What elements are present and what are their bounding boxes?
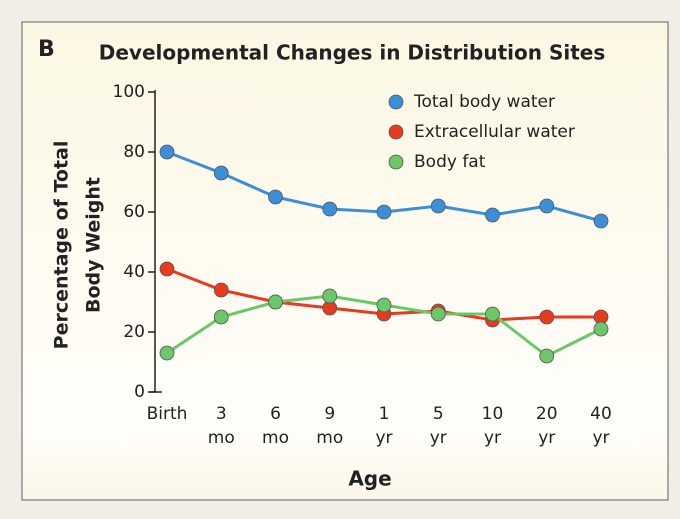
data-point xyxy=(430,306,446,322)
panel-label: B xyxy=(38,37,55,62)
legend-marker xyxy=(388,124,404,140)
x-tick-label-line: mo xyxy=(262,428,289,448)
data-point xyxy=(376,297,392,313)
x-tick-label: Birth xyxy=(147,404,188,424)
data-point xyxy=(159,261,175,277)
x-tick-label-line: 5 xyxy=(433,404,444,424)
x-tick-label-line: 10 xyxy=(482,404,504,424)
data-point xyxy=(213,165,229,181)
x-tick-label-line: mo xyxy=(208,428,235,448)
x-axis-label: Age xyxy=(348,467,391,491)
x-tick-label: 10 yr xyxy=(482,404,504,448)
x-tick-label: 40 yr xyxy=(590,404,612,448)
data-point xyxy=(376,204,392,220)
x-tick-label-line: 40 xyxy=(590,404,612,424)
legend-label: Total body water xyxy=(413,92,555,112)
y-tick-label: 60 xyxy=(123,202,145,222)
y-axis-label-line: Percentage of Total xyxy=(51,141,73,350)
x-tick-label: 5 yr xyxy=(430,404,447,448)
data-point xyxy=(539,198,555,214)
data-point xyxy=(539,348,555,364)
legend-label: Body fat xyxy=(414,152,486,172)
x-tick-label-line: 9 xyxy=(324,404,335,424)
panel xyxy=(21,21,669,501)
data-point xyxy=(159,345,175,361)
x-tick-label-line: yr xyxy=(592,428,609,448)
x-tick-label: 9 mo xyxy=(316,404,343,448)
y-tick-label: 20 xyxy=(123,322,145,342)
x-tick-label-line: yr xyxy=(375,428,392,448)
y-axis-label: Percentage of Total Body Weight xyxy=(51,141,105,350)
y-axis-label-line: Body Weight xyxy=(83,177,105,313)
y-tick-label: 0 xyxy=(134,382,145,402)
data-point xyxy=(539,309,555,325)
legend-label: Extracellular water xyxy=(414,122,575,142)
data-point xyxy=(322,201,338,217)
y-tick-label: 40 xyxy=(123,262,145,282)
x-tick-label-line: 3 xyxy=(216,404,227,424)
x-tick-label-line: mo xyxy=(316,428,343,448)
x-tick-label-line: yr xyxy=(430,428,447,448)
chart-title: Developmental Changes in Distribution Si… xyxy=(99,41,606,65)
data-point xyxy=(593,321,609,337)
x-tick-label-line: 20 xyxy=(536,404,558,424)
data-point xyxy=(159,144,175,160)
legend-marker xyxy=(388,154,404,170)
x-tick-label-line: 1 xyxy=(379,404,390,424)
x-tick-label: 6 mo xyxy=(262,404,289,448)
x-tick-label: 20 yr xyxy=(536,404,558,448)
data-point xyxy=(268,294,283,310)
data-point xyxy=(485,207,500,223)
data-point xyxy=(213,282,229,298)
data-point xyxy=(593,213,609,229)
x-tick-label-line: 6 xyxy=(270,404,281,424)
data-point xyxy=(430,198,446,214)
y-tick-label: 100 xyxy=(113,82,145,102)
data-point xyxy=(268,189,283,205)
data-point xyxy=(322,288,338,304)
legend-marker xyxy=(388,94,404,110)
x-tick-label: 1 yr xyxy=(375,404,392,448)
x-tick-label-line: yr xyxy=(538,428,555,448)
data-point xyxy=(213,309,229,325)
y-tick-label: 80 xyxy=(123,142,145,162)
x-tick-label: 3 mo xyxy=(208,404,235,448)
x-tick-label-line: yr xyxy=(484,428,501,448)
data-point xyxy=(485,306,500,322)
